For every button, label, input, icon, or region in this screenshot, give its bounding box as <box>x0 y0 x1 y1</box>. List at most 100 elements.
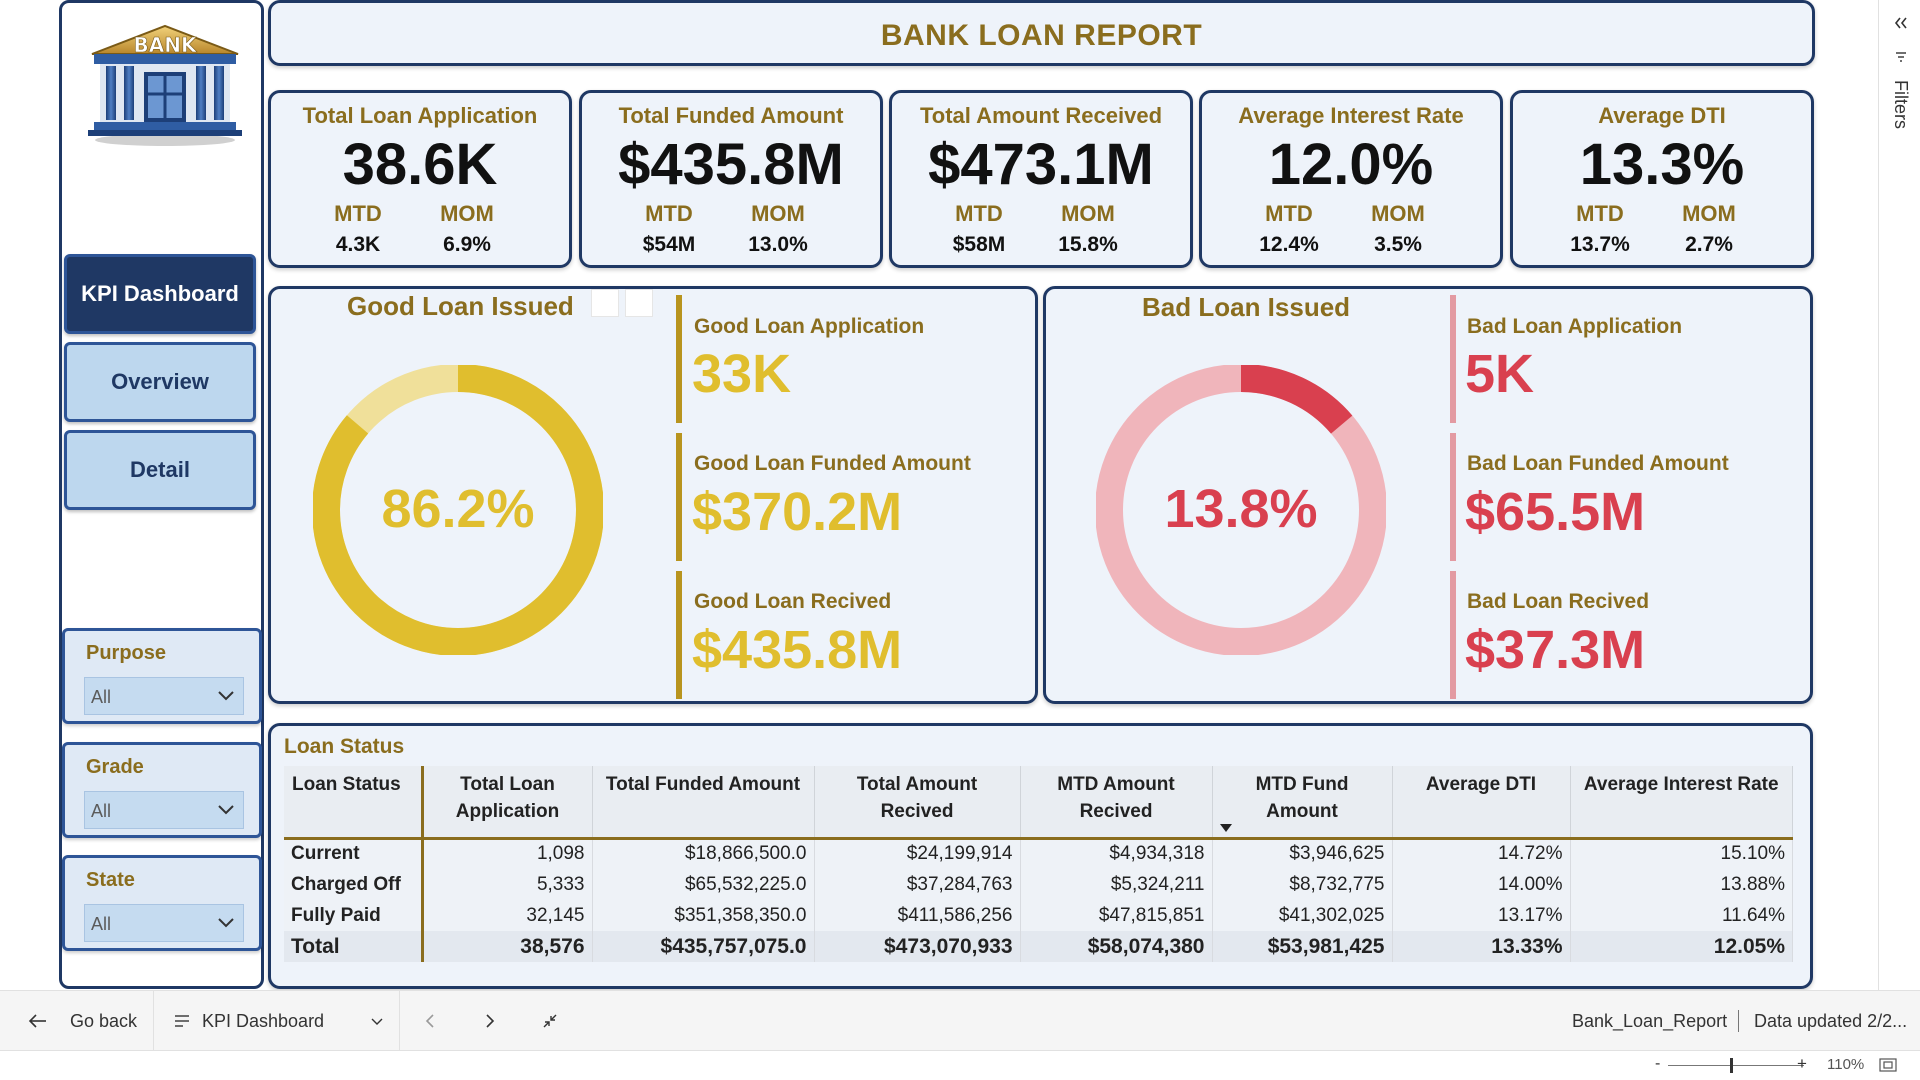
table-cell: Total <box>284 931 424 962</box>
bank-logo-text: BANK <box>134 33 198 57</box>
kpi-card-average-dti: Average DTI 13.3% MTD MOM 13.7% 2.7% <box>1510 90 1814 268</box>
overview-button[interactable]: Overview <box>64 342 256 422</box>
bank-logo: BANK <box>70 6 260 150</box>
kpi-mom-label: MOM <box>751 201 805 226</box>
page-list-icon <box>175 1015 189 1027</box>
fit-to-page-icon[interactable] <box>1879 1058 1897 1072</box>
grade-dropdown[interactable]: All <box>84 791 244 829</box>
zoom-slider-thumb[interactable] <box>1730 1058 1733 1073</box>
bad-loan-received-value: $37.3M <box>1465 620 1646 680</box>
bad-loan-donut-arc <box>1096 365 1386 655</box>
table-header-row: Loan Status Total Loan Application Total… <box>284 766 1793 838</box>
data-updated-text: Data updated 2/2... <box>1754 1010 1908 1031</box>
kpi-title: Total Loan Application <box>302 103 538 128</box>
chevron-down-icon <box>218 691 234 701</box>
good-loan-donut-chart: 86.2% <box>313 365 603 655</box>
grade-slicer-title: Grade <box>86 756 144 778</box>
table-cell: $3,946,625 <box>1212 836 1393 869</box>
kpi-value: $473.1M <box>928 132 1154 197</box>
table-cell: Charged Off <box>284 869 424 900</box>
bad-loan-percent: 13.8% <box>1164 479 1317 539</box>
go-back-button[interactable]: Go back <box>28 991 137 1051</box>
table-cell: $5,324,211 <box>1020 869 1213 900</box>
filters-label[interactable]: Filters <box>1891 80 1911 129</box>
kpi-mtd-value: 4.3K <box>335 233 381 256</box>
table-cell: 14.00% <box>1392 869 1571 900</box>
kpi-mom-value: 3.5% <box>1374 233 1422 256</box>
good-loan-panel: Good Loan Issued 86.2% Good Loan Applica… <box>268 286 1038 704</box>
page-title: BANK LOAN REPORT <box>880 19 1203 52</box>
good-loan-donut-arc <box>313 365 603 655</box>
kpi-title: Total Amount Received <box>919 103 1163 128</box>
kpi-mom-value: 2.7% <box>1685 233 1733 256</box>
table-cell: $53,981,425 <box>1212 931 1393 962</box>
exit-fullscreen-icon[interactable] <box>542 1013 558 1029</box>
kpi-dashboard-button[interactable]: KPI Dashboard <box>64 254 256 334</box>
bad-metric-bar <box>1450 433 1456 561</box>
kpi-mtd-value: 13.7% <box>1570 233 1630 256</box>
table-cell: $473,070,933 <box>814 931 1021 962</box>
bad-loan-funded-label: Bad Loan Funded Amount <box>1467 452 1729 475</box>
table-row[interactable]: Fully Paid 32,145 $351,358,350.0 $411,58… <box>284 900 1793 931</box>
purpose-slicer-title: Purpose <box>86 642 167 664</box>
current-page-name: KPI Dashboard <box>202 1010 325 1031</box>
kpi-mtd-label: MTD <box>955 201 1003 226</box>
arrow-left-icon <box>28 1014 46 1028</box>
kpi-card-total-funded-amount: Total Funded Amount $435.8M MTD MOM $54M… <box>579 90 883 268</box>
kpi-mom-label: MOM <box>1682 201 1736 226</box>
table-cell: $351,358,350.0 <box>592 900 815 931</box>
table-row[interactable]: Current 1,098 $18,866,500.0 $24,199,914 … <box>284 836 1793 869</box>
kpi-mom-value: 6.9% <box>443 233 491 256</box>
kpi-mtd-label: MTD <box>1265 201 1313 226</box>
zoom-in-button[interactable]: + <box>1797 1054 1807 1073</box>
good-loan-funded-label: Good Loan Funded Amount <box>694 452 971 475</box>
grade-dropdown-value: All <box>91 801 112 821</box>
state-dropdown[interactable]: All <box>84 904 244 942</box>
good-metric-bar <box>676 433 682 561</box>
bad-loan-donut-chart: 13.8% <box>1096 365 1386 655</box>
page-selector-dropdown[interactable]: KPI Dashboard <box>174 991 384 1051</box>
bad-loan-title: Bad Loan Issued <box>1142 292 1351 322</box>
blank-visual-placeholder <box>591 289 619 317</box>
divider <box>153 991 154 1051</box>
next-page-chevron-icon[interactable] <box>484 1013 496 1029</box>
column-header[interactable]: Average DTI <box>1392 766 1571 838</box>
previous-page-chevron-icon[interactable] <box>424 1013 436 1029</box>
chevron-down-icon <box>218 918 234 928</box>
zoom-out-button[interactable]: - <box>1655 1055 1661 1072</box>
table-cell: 1,098 <box>422 836 593 869</box>
table-cell: 13.33% <box>1392 931 1571 962</box>
good-loan-application-value: 33K <box>692 344 792 404</box>
bad-loan-panel: Bad Loan Issued 13.8% Bad Loan Applicati… <box>1043 286 1813 704</box>
column-header-sorted[interactable]: MTD Fund Amount <box>1212 766 1393 838</box>
bad-metric-bar <box>1450 571 1456 699</box>
table-cell: 12.05% <box>1570 931 1793 962</box>
column-header[interactable]: MTD Amount Recived <box>1020 766 1213 838</box>
detail-button[interactable]: Detail <box>64 430 256 510</box>
column-header[interactable]: Total Funded Amount <box>592 766 815 838</box>
kpi-mtd-value: 12.4% <box>1259 233 1319 256</box>
divider <box>399 991 400 1051</box>
table-cell: $37,284,763 <box>814 869 1021 900</box>
column-header[interactable]: Total Amount Recived <box>814 766 1021 838</box>
filters-pane-collapsed[interactable]: Filters <box>1878 0 1920 990</box>
column-header[interactable]: Average Interest Rate <box>1570 766 1793 838</box>
column-header[interactable]: Loan Status <box>284 766 424 838</box>
table-cell: 14.72% <box>1392 836 1571 869</box>
kpi-mom-label: MOM <box>1061 201 1115 226</box>
purpose-dropdown[interactable]: All <box>84 677 244 715</box>
good-loan-title: Good Loan Issued <box>347 291 574 321</box>
zoom-level: 110% <box>1827 1056 1865 1073</box>
table-row[interactable]: Charged Off 5,333 $65,532,225.0 $37,284,… <box>284 869 1793 900</box>
report-name: Bank_Loan_Report <box>1572 1010 1728 1031</box>
chevron-down-icon <box>371 1018 383 1025</box>
good-loan-percent: 86.2% <box>381 479 534 539</box>
table-cell: $18,866,500.0 <box>592 836 815 869</box>
kpi-mom-value: 13.0% <box>748 233 808 256</box>
chevron-double-left-icon[interactable] <box>1894 16 1908 30</box>
zoom-slider-track[interactable] <box>1668 1065 1804 1066</box>
good-loan-application-label: Good Loan Application <box>694 315 925 338</box>
good-metric-bar <box>676 571 682 699</box>
column-header[interactable]: Total Loan Application <box>422 766 593 838</box>
